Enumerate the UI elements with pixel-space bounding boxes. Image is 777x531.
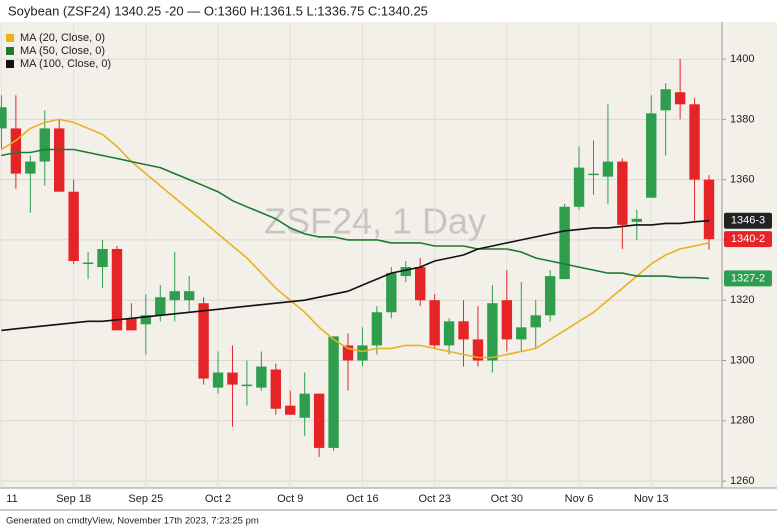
x-tick-label: Sep 18 bbox=[56, 493, 91, 505]
y-tick-label: 1260 bbox=[730, 475, 754, 487]
candle-body bbox=[212, 372, 224, 388]
candle-body bbox=[602, 161, 614, 177]
price-tag bbox=[724, 231, 772, 248]
candle-body bbox=[617, 161, 628, 225]
candle-body bbox=[256, 366, 267, 388]
candle-body bbox=[386, 273, 397, 313]
candle-body bbox=[429, 300, 440, 346]
y-tick-label: 1320 bbox=[730, 294, 754, 306]
ma-line bbox=[1, 148, 710, 280]
candle-body bbox=[415, 267, 426, 301]
price-axis-area bbox=[722, 22, 777, 488]
y-tick-label: 1360 bbox=[730, 174, 754, 186]
candle-body bbox=[140, 315, 152, 325]
x-tick-label: Oct 2 bbox=[205, 493, 231, 505]
price-tag-label: 1346-3 bbox=[731, 215, 765, 227]
legend-label: MA (50, Close, 0) bbox=[20, 45, 105, 57]
candle-body bbox=[270, 369, 282, 409]
x-tick-label: Oct 23 bbox=[418, 493, 450, 505]
price-tag bbox=[724, 212, 772, 229]
candle-body bbox=[155, 297, 166, 316]
candle-body bbox=[631, 218, 643, 222]
x-tick-label: Nov 13 bbox=[634, 493, 669, 505]
candle-body bbox=[544, 276, 556, 316]
candle-body bbox=[342, 345, 354, 361]
candle-body bbox=[54, 128, 65, 192]
candle-body bbox=[285, 405, 296, 415]
candle-body bbox=[559, 206, 570, 280]
candle-body bbox=[646, 113, 657, 198]
legend-swatch bbox=[6, 60, 14, 68]
x-tick-label: Oct 16 bbox=[346, 493, 378, 505]
y-tick-label: 1300 bbox=[730, 354, 754, 366]
candle-body bbox=[68, 191, 79, 262]
candle-body bbox=[516, 327, 527, 340]
plot-area bbox=[0, 22, 722, 488]
x-tick-label: Nov 6 bbox=[565, 493, 594, 505]
candle-body bbox=[25, 161, 36, 174]
candle-body bbox=[501, 300, 513, 340]
candle-body bbox=[400, 267, 411, 277]
ma-line bbox=[0, 118, 710, 359]
legend-label: MA (20, Close, 0) bbox=[20, 32, 105, 44]
candle-body bbox=[371, 312, 383, 346]
candle-body bbox=[689, 104, 700, 180]
y-tick-label: 1280 bbox=[730, 415, 754, 427]
candle-body bbox=[0, 107, 7, 129]
candle-body bbox=[588, 173, 599, 176]
x-tick-label: Oct 30 bbox=[491, 493, 523, 505]
candle-body bbox=[443, 321, 455, 346]
candle-body bbox=[674, 92, 686, 105]
candle-body bbox=[10, 128, 22, 174]
candle-body bbox=[458, 321, 469, 340]
candle-body bbox=[299, 393, 310, 418]
candle-body bbox=[198, 303, 209, 379]
candle-body bbox=[573, 167, 585, 207]
candle-body bbox=[487, 303, 498, 361]
price-tag bbox=[724, 270, 772, 287]
candle-body bbox=[660, 89, 671, 111]
x-tick-label: Sep 25 bbox=[128, 493, 163, 505]
candle-body bbox=[227, 372, 238, 385]
candle-body bbox=[241, 384, 253, 387]
candle-body bbox=[530, 315, 541, 328]
candle-body bbox=[357, 345, 368, 361]
candle-body bbox=[313, 393, 325, 448]
footer: Generated on cmdtyView, November 17th 20… bbox=[6, 516, 259, 527]
candle-body bbox=[328, 336, 339, 448]
candle-body bbox=[472, 339, 484, 361]
chart-title: Soybean (ZSF24) 1340.25 -20 — O:1360 H:1… bbox=[8, 3, 428, 18]
legend-swatch bbox=[6, 47, 14, 55]
x-tick-label: 11 bbox=[6, 493, 17, 505]
price-tag-label: 1327-2 bbox=[731, 272, 765, 284]
candle-body bbox=[183, 291, 195, 301]
x-tick-label: Oct 9 bbox=[277, 493, 303, 505]
candle-body bbox=[97, 248, 108, 268]
candle-body bbox=[111, 248, 123, 331]
candle-body bbox=[126, 318, 137, 331]
y-tick-label: 1400 bbox=[730, 53, 754, 65]
candle-body bbox=[703, 179, 715, 240]
legend-label: MA (100, Close, 0) bbox=[20, 58, 111, 70]
candle-body bbox=[82, 262, 94, 265]
price-tag-label: 1340-2 bbox=[731, 233, 765, 245]
candle-body bbox=[39, 128, 50, 162]
ma-line bbox=[1, 219, 710, 332]
legend-swatch bbox=[6, 34, 14, 42]
candle-body bbox=[169, 291, 180, 301]
watermark: ZSF24, 1 Day bbox=[264, 201, 486, 242]
y-tick-label: 1380 bbox=[730, 113, 754, 125]
